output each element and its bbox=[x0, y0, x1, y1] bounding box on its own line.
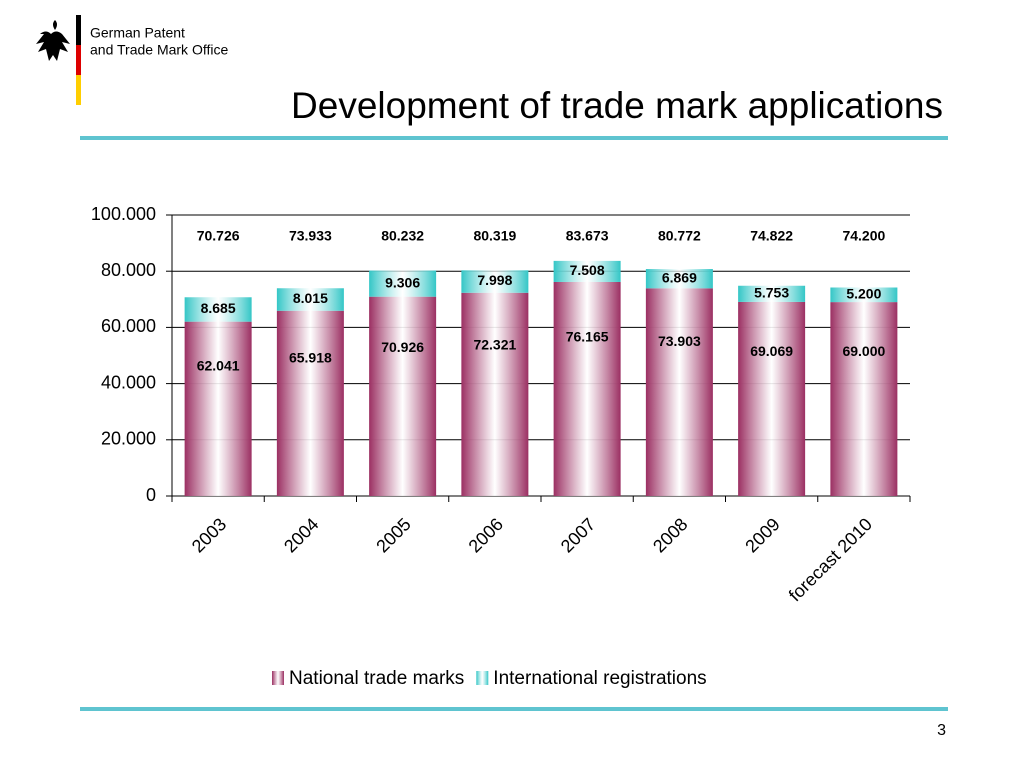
bar-segment bbox=[461, 292, 529, 496]
total-label: 80.319 bbox=[473, 228, 516, 244]
bar-segment bbox=[461, 270, 529, 293]
bar-segment bbox=[830, 302, 898, 496]
bar-segment bbox=[184, 321, 252, 496]
data-label: 7.998 bbox=[477, 272, 512, 288]
data-label: 5.753 bbox=[754, 285, 789, 301]
org-name: and Trade Mark Office bbox=[90, 42, 228, 58]
x-tick-label: 2009 bbox=[741, 514, 783, 556]
total-label: 80.232 bbox=[381, 228, 424, 244]
data-label: 62.041 bbox=[197, 358, 240, 374]
bar-segment bbox=[184, 297, 252, 322]
y-tick-label: 20.000 bbox=[101, 429, 156, 449]
org-name: German Patent bbox=[90, 25, 185, 41]
total-label: 83.673 bbox=[566, 228, 609, 244]
data-label: 69.000 bbox=[842, 343, 885, 359]
data-label: 76.165 bbox=[566, 328, 609, 344]
x-tick-label: forecast 2010 bbox=[785, 514, 876, 605]
bar-segment bbox=[738, 301, 806, 496]
bar-segment bbox=[645, 269, 713, 289]
flag-black bbox=[76, 15, 81, 45]
total-label: 74.822 bbox=[750, 228, 793, 244]
data-label: 72.321 bbox=[473, 336, 516, 352]
y-tick-label: 0 bbox=[146, 485, 156, 505]
x-tick-label: 2005 bbox=[372, 514, 414, 556]
legend-label: National trade marks bbox=[289, 668, 464, 689]
legend-label: International registrations bbox=[493, 668, 706, 689]
x-tick-label: 2006 bbox=[465, 514, 507, 556]
rule bbox=[80, 707, 948, 711]
y-tick-label: 60.000 bbox=[101, 316, 156, 336]
data-label: 9.306 bbox=[385, 274, 420, 290]
chart-title: Development of trade mark applications bbox=[291, 85, 943, 126]
legend-swatch bbox=[272, 671, 284, 685]
y-tick-label: 100.000 bbox=[91, 204, 156, 224]
bar-segment bbox=[830, 287, 898, 303]
logo: German Patent and Trade Mark Office bbox=[36, 15, 228, 105]
y-tick-label: 80.000 bbox=[101, 260, 156, 280]
bar-segment bbox=[276, 288, 344, 311]
legend: National trade marks International regist… bbox=[272, 668, 707, 689]
x-tick-label: 2008 bbox=[649, 514, 691, 556]
bar-segment bbox=[369, 296, 437, 496]
flag-gold bbox=[76, 75, 81, 105]
data-label: 73.903 bbox=[658, 333, 701, 349]
flag-red bbox=[76, 45, 81, 75]
x-tick-label: 2004 bbox=[280, 514, 322, 556]
page-number: 3 bbox=[937, 722, 946, 739]
rule bbox=[80, 136, 948, 140]
data-label: 5.200 bbox=[846, 286, 881, 302]
total-label: 73.933 bbox=[289, 228, 332, 244]
data-label: 70.926 bbox=[381, 339, 424, 355]
x-tick-label: 2003 bbox=[188, 514, 230, 556]
total-label: 80.772 bbox=[658, 228, 701, 244]
total-label: 74.200 bbox=[842, 228, 885, 244]
bar-segment bbox=[553, 260, 621, 282]
total-label: 70.726 bbox=[197, 228, 240, 244]
data-label: 6.869 bbox=[662, 269, 697, 285]
bar-segment bbox=[276, 310, 344, 496]
data-label: 7.508 bbox=[570, 262, 605, 278]
data-label: 65.918 bbox=[289, 350, 332, 366]
bar-segment bbox=[369, 270, 437, 297]
data-label: 69.069 bbox=[750, 343, 793, 359]
y-tick-label: 40.000 bbox=[101, 372, 156, 392]
bar-segment bbox=[553, 281, 621, 496]
eagle bbox=[36, 20, 70, 61]
data-label: 8.015 bbox=[293, 290, 328, 306]
x-tick-label: 2007 bbox=[557, 514, 599, 556]
bar-segment bbox=[645, 288, 713, 496]
bar-segment bbox=[738, 285, 806, 302]
legend-swatch bbox=[476, 671, 489, 685]
data-label: 8.685 bbox=[201, 300, 236, 316]
